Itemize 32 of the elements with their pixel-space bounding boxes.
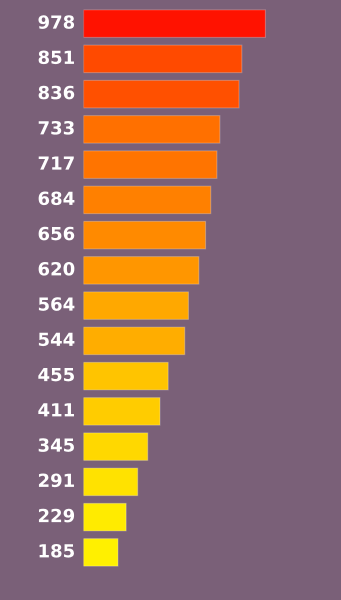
- bar: [84, 9, 266, 38]
- data-label: 291: [38, 473, 74, 488]
- bar: [84, 468, 138, 496]
- data-label: 620: [38, 262, 74, 276]
- bar: [84, 362, 169, 390]
- bar: [84, 150, 218, 179]
- bar: [84, 186, 212, 214]
- data-label: 455: [38, 368, 74, 382]
- data-label: 851: [38, 50, 74, 64]
- bar: [84, 432, 148, 461]
- data-label: 411: [38, 403, 74, 416]
- bar: [84, 291, 189, 320]
- data-label: 185: [40, 544, 74, 558]
- bar: [84, 502, 127, 532]
- bar: [84, 44, 242, 74]
- bar: [84, 326, 186, 356]
- data-label: 345: [38, 438, 74, 452]
- data-label: 684: [38, 191, 74, 206]
- bar: [84, 538, 118, 567]
- bar: [84, 220, 206, 250]
- bar: [84, 80, 240, 108]
- data-label: 229: [38, 508, 74, 522]
- data-label: 717: [38, 156, 74, 170]
- data-label: 733: [38, 120, 74, 135]
- data-label: 836: [38, 86, 74, 100]
- bar: [84, 397, 161, 426]
- data-label: 656: [38, 226, 74, 240]
- data-label: 564: [38, 297, 74, 311]
- bar: [84, 256, 200, 285]
- data-label: 978: [38, 15, 74, 29]
- data-label: 544: [38, 332, 74, 346]
- bar: [84, 115, 220, 144]
